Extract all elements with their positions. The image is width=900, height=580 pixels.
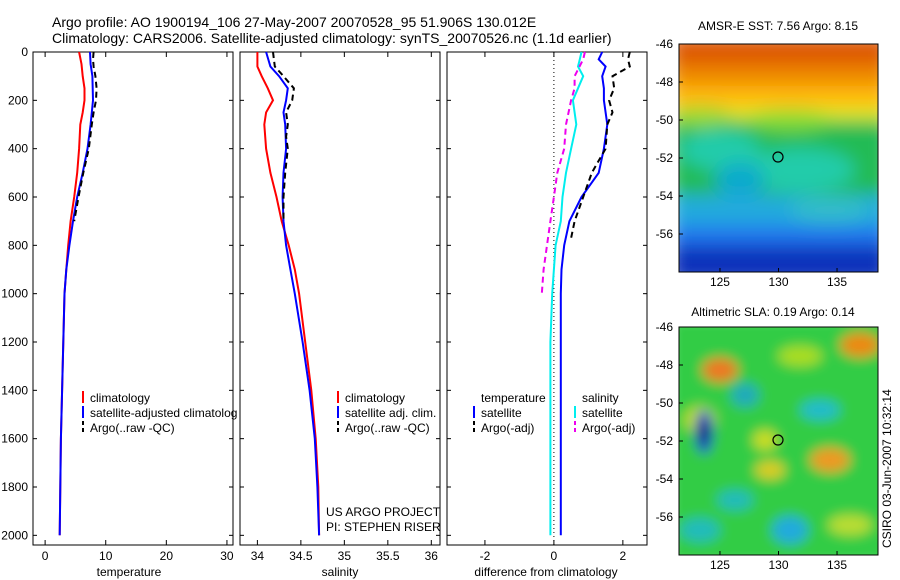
map-x-tick-label: 125 (710, 558, 730, 572)
map-y-tick-label: -52 (656, 434, 674, 448)
sst-map-title: AMSR-E SST: 7.56 Argo: 8.15 (698, 19, 858, 33)
x-tick-label: 35.5 (376, 549, 400, 563)
y-tick-label: 1800 (1, 480, 28, 494)
map-y-tick-label: -48 (656, 75, 674, 89)
y-tick-label: 800 (8, 238, 28, 252)
map-x-tick-label: 125 (710, 275, 730, 289)
map-y-tick-label: -46 (656, 37, 674, 51)
map-x-tick-label: 130 (768, 558, 788, 572)
y-tick-label: 600 (8, 190, 28, 204)
legend-title-temperature: temperature (481, 391, 546, 405)
legend-label-temp-argo: Argo(-adj) (481, 421, 534, 435)
sla-map-title: Altimetric SLA: 0.19 Argo: 0.14 (691, 305, 855, 319)
temperature-xticks: 0 10 20 30 (33, 51, 234, 563)
x-tick-label: 30 (220, 549, 234, 563)
project-annotation-line2: PI: STEPHEN RISER (326, 520, 441, 534)
salinity-panel: 34 34.5 35 35.5 36 climatology satellite adj… (239, 51, 441, 579)
y-tick-label: 1400 (1, 383, 28, 397)
map-y-tick-label: -50 (656, 113, 674, 127)
series-line-satellite-adjusted-climatolog (58, 51, 95, 536)
map-y-tick-label: -52 (656, 151, 674, 165)
y-tick-label: 1200 (1, 335, 28, 349)
salinity-lines (256, 51, 321, 536)
map-y-tick-label: -48 (656, 358, 674, 372)
map-y-tick-label: -56 (656, 510, 674, 524)
legend-label-climatology: climatology (345, 391, 405, 405)
y-tick-label: 2000 (1, 528, 28, 542)
map-y-tick-label: -54 (656, 472, 674, 486)
legend-label-sal-argo: Argo(-adj) (582, 421, 635, 435)
temperature-axes-box (32, 51, 234, 546)
timestamp-label: CSIRO 03-Jun-2007 10:32:14 (880, 389, 894, 548)
series-line-argo-raw-qc (73, 51, 98, 222)
legend-label-argo: Argo(..raw -QC) (90, 421, 175, 435)
legend-label-argo: Argo(..raw -QC) (345, 421, 430, 435)
salinity-legend: climatology satellite adj. clim. Argo(..… (337, 391, 436, 435)
temperature-xlabel: temperature (97, 565, 162, 579)
sla-map-panel: Altimetric SLA: 0.19 Argo: 0.14 (656, 305, 879, 572)
x-tick-label: 34.5 (289, 549, 313, 563)
header-line1: Argo profile: AO 1900194_106 27-May-2007… (52, 14, 536, 30)
y-tick-label: 1000 (1, 287, 28, 301)
legend-label-satellite-adjusted: satellite-adjusted climatolog (90, 406, 237, 420)
sla-heatmap (679, 327, 878, 555)
series-line-argo-raw-qc (272, 51, 295, 222)
map-y-tick-label: -46 (656, 320, 674, 334)
difference-axes-box (446, 51, 648, 546)
temperature-yticks: 0 200 400 600 800 1000 1200 1400 1600 1800 2000 (1, 45, 28, 542)
x-tick-label: 36 (425, 549, 439, 563)
y-tick-label: 1600 (1, 432, 28, 446)
project-annotation-line1: US ARGO PROJECT (326, 505, 441, 519)
sla-argo-marker (772, 434, 784, 446)
x-tick-label: 34 (251, 549, 265, 563)
series-line-satellite (549, 51, 585, 536)
x-tick-label: 2 (620, 549, 627, 563)
series-line-satellite (559, 51, 609, 536)
salinity-xticks: 34 34.5 35 35.5 36 (240, 51, 440, 563)
sst-map-panel: AMSR-E SST: 7.56 Argo: 8.15 125 130 (656, 19, 879, 289)
temperature-lines (58, 51, 98, 536)
series-line-argo-adj (570, 51, 631, 239)
x-tick-label: 10 (99, 549, 113, 563)
legend-label-climatology: climatology (90, 391, 150, 405)
map-y-tick-label: -50 (656, 396, 674, 410)
sla-map-ticks: 125 130 135 -46 -48 -50 -52 -54 -56 (656, 320, 848, 572)
map-x-tick-label: 135 (827, 558, 847, 572)
x-tick-label: 35 (338, 549, 352, 563)
y-tick-label: 0 (21, 45, 28, 59)
legend-label-sal-satellite: satellite (582, 406, 623, 420)
x-tick-label: -2 (480, 549, 491, 563)
y-tick-label: 200 (8, 93, 28, 107)
salinity-axes-box (239, 51, 441, 546)
map-x-tick-label: 135 (827, 275, 847, 289)
temperature-panel: 0 200 400 600 800 1000 1200 1400 1600 1800 2000 0 1… (1, 45, 237, 579)
map-x-tick-label: 130 (768, 275, 788, 289)
x-tick-label: 20 (160, 549, 174, 563)
sst-heatmap (679, 44, 878, 272)
difference-panel: -2 0 2 temperature satellite Argo(-adj) sa… (446, 51, 648, 579)
y-tick-label: 400 (8, 142, 28, 156)
map-y-tick-label: -56 (656, 227, 674, 241)
difference-legend: temperature satellite Argo(-adj) salinit… (473, 391, 635, 435)
legend-title-salinity: salinity (582, 391, 619, 405)
x-tick-label: 0 (551, 549, 558, 563)
series-line-climatology (256, 52, 321, 536)
x-tick-label: 0 (42, 549, 49, 563)
header-line2: Climatology: CARS2006. Satellite-adjuste… (52, 30, 612, 46)
series-line-argo-adj (540, 51, 586, 294)
salinity-xlabel: salinity (322, 565, 359, 579)
difference-xticks: -2 0 2 (447, 51, 647, 563)
difference-lines (540, 51, 631, 536)
legend-label-temp-satellite: satellite (481, 406, 522, 420)
temperature-legend: climatology satellite-adjusted climatolo… (82, 391, 237, 435)
difference-xlabel: difference from climatology (474, 565, 617, 579)
sst-map-ticks: 125 130 135 -46 -48 -50 -52 -54 -56 (656, 37, 848, 289)
sst-argo-marker (772, 151, 784, 163)
legend-label-satellite-adj: satellite adj. clim. (345, 406, 436, 420)
map-y-tick-label: -54 (656, 189, 674, 203)
